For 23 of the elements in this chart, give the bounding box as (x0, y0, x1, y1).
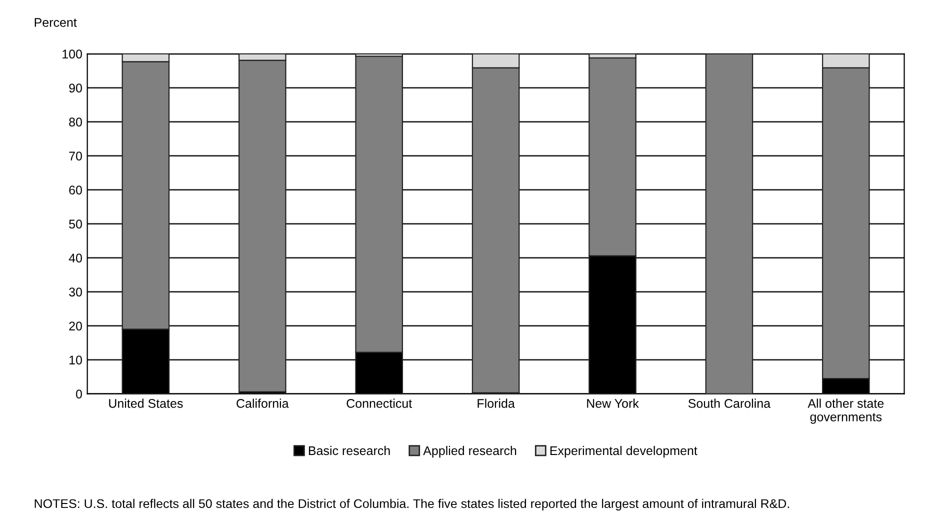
x-tick-label: California (236, 398, 289, 408)
text: NOTES: U.S. total reflects all 50 states and the District of Columbia. The five states listed reported the largest amount of intramural R&D. (34, 498, 790, 511)
y-tick-label: 80 (69, 118, 82, 127)
legend-label: Applied research (423, 446, 516, 458)
x-tick-label: Connecticut (346, 398, 412, 408)
x-tick-label: New York (587, 398, 639, 408)
x-tick-label: Florida (478, 398, 515, 408)
y-axis-title: Percent (34, 18, 77, 27)
x-tick-label: All other state governments (808, 398, 884, 424)
legend-label: Experimental development (550, 446, 698, 458)
y-tick-label: 100 (62, 50, 82, 59)
y-tick-label: 40 (68, 254, 82, 262)
x-tick-label: South Carolina (688, 398, 771, 408)
y-tick-label: 90 (69, 84, 82, 93)
y-tick-label: 20 (69, 322, 82, 330)
y-tick-label: 0 (76, 390, 82, 398)
y-tick-label: 10 (70, 356, 82, 364)
y-tick-label: 70 (69, 152, 82, 161)
y-tick-label: 50 (69, 220, 82, 228)
y-tick-label: 30 (69, 288, 82, 296)
legend-label: Basic research (308, 446, 390, 456)
y-tick-label: 60 (69, 186, 82, 194)
x-tick-label: United States (109, 398, 183, 408)
